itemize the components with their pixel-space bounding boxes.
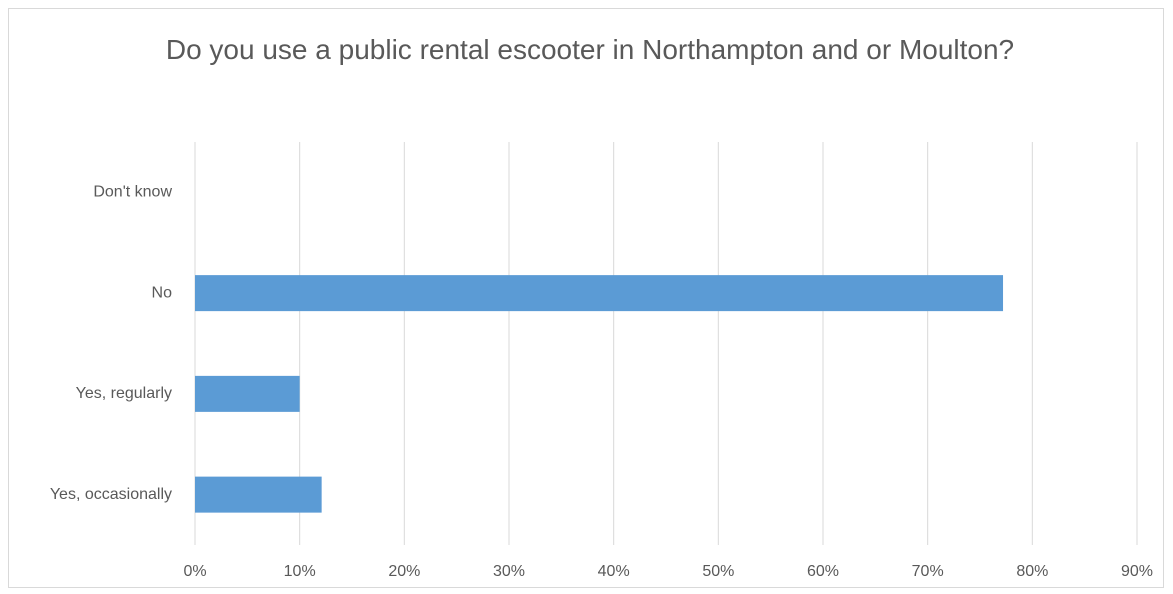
y-tick-label: Yes, regularly (76, 385, 172, 402)
chart-frame (8, 8, 1164, 588)
x-tick-label: 50% (702, 563, 734, 580)
bar (195, 476, 322, 513)
x-tick-label: 90% (1121, 563, 1153, 580)
y-tick-label: No (152, 284, 173, 301)
x-tick-label: 20% (388, 563, 420, 580)
x-tick-label: 40% (598, 563, 630, 580)
y-tick-label: Yes, occasionally (50, 486, 172, 503)
x-tick-label: 60% (807, 563, 839, 580)
y-tick-label: Don't know (93, 184, 172, 201)
x-tick-label: 80% (1016, 563, 1048, 580)
x-tick-label: 10% (284, 563, 316, 580)
x-tick-label: 70% (912, 563, 944, 580)
x-tick-label: 0% (183, 563, 206, 580)
chart-title: Do you use a public rental escooter in N… (165, 34, 1015, 65)
x-tick-label: 30% (493, 563, 525, 580)
bar (195, 375, 300, 412)
bar (195, 275, 1004, 312)
